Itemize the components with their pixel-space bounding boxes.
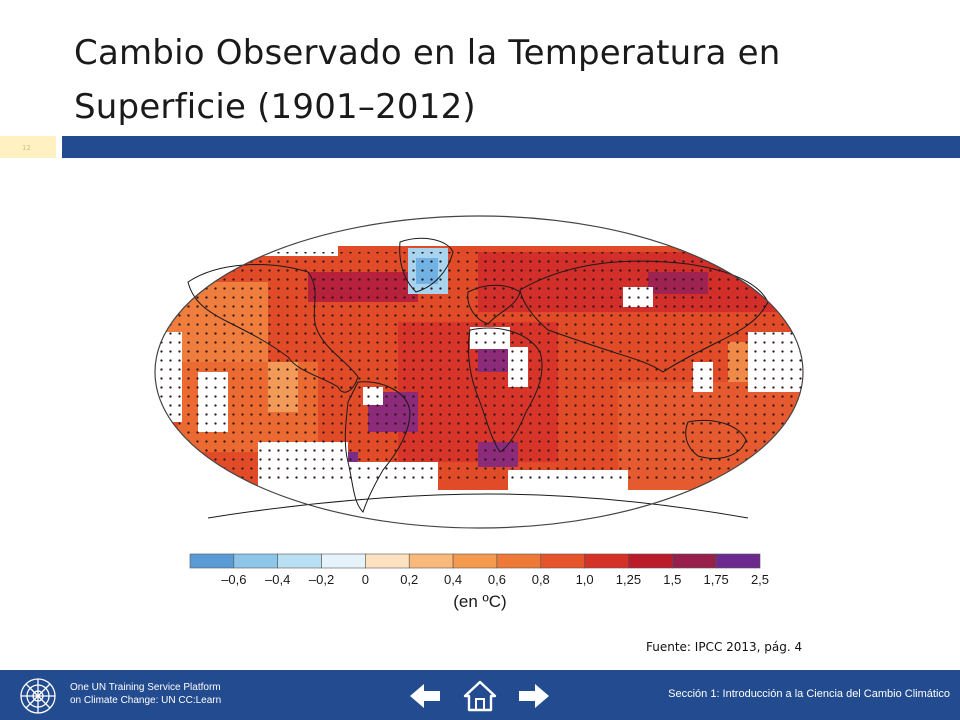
legend-color-cell — [452, 553, 498, 569]
legend-tick-label: 1,25 — [616, 572, 641, 587]
legend-tick-label: 1,5 — [663, 572, 681, 587]
source-citation: Fuente: IPCC 2013, pág. 4 — [646, 640, 803, 654]
title-bar-accent — [0, 136, 56, 158]
legend-tick-label: –0,4 — [265, 572, 290, 587]
legend-tick-label: 0 — [362, 572, 369, 587]
slide-title: Cambio Observado en la Temperatura en Su… — [74, 26, 894, 134]
legend-tick-label: 0,6 — [488, 572, 506, 587]
title-bar — [62, 136, 960, 158]
legend-color-cell — [189, 553, 235, 569]
legend-color-cell — [365, 553, 410, 569]
footer-bar: One UN Training Service Platform on Clim… — [0, 670, 960, 720]
legend-tick-label: 0,4 — [444, 572, 462, 587]
home-icon[interactable] — [463, 680, 497, 712]
arrow-left-icon[interactable] — [408, 680, 442, 712]
legend-color-cell — [628, 553, 673, 569]
legend-tick-label: 2,5 — [751, 572, 769, 587]
arrow-right-icon[interactable] — [517, 680, 551, 712]
footer-platform-text: One UN Training Service Platform on Clim… — [70, 681, 310, 707]
map-shading — [155, 216, 803, 528]
legend-color-cell — [277, 553, 322, 569]
legend-tick-label: –0,6 — [221, 572, 246, 587]
footer-platform-line-1: One UN Training Service Platform — [70, 682, 221, 693]
globe-outline — [154, 215, 804, 529]
legend-tick-label: –0,2 — [309, 572, 334, 587]
legend-tick-label: 1,75 — [703, 572, 728, 587]
temperature-color-legend: –0,6 –0,4 –0,2 0 0,2 0,4 0,6 0,8 1,0 1,25 1,5 1,75 2… — [189, 553, 769, 587]
slide-title-line-1: Cambio Observado en la Temperatura en — [74, 33, 781, 73]
footer-section-title: Sección 1: Introducción a la Ciencia del… — [668, 688, 950, 700]
legend-color-cell — [672, 553, 717, 569]
legend-unit-label: (en ºC) — [453, 592, 506, 611]
slide-number: 12 — [22, 144, 31, 152]
temperature-change-map-figure: –0,6 –0,4 –0,2 0 0,2 0,4 0,6 0,8 1,0 1,25 1,5 1,75 2… — [148, 212, 812, 614]
legend-color-cell — [233, 553, 278, 569]
legend-color-cell — [715, 553, 761, 569]
legend-tick-label: 0,8 — [532, 572, 550, 587]
legend-tick-label: 0,2 — [400, 572, 418, 587]
legend-color-cell — [540, 553, 585, 569]
temperature-map-svg: –0,6 –0,4 –0,2 0 0,2 0,4 0,6 0,8 1,0 1,25 1,5 1,75 2… — [154, 215, 804, 611]
legend-color-cell — [408, 553, 454, 569]
legend-color-cell — [321, 553, 366, 569]
legend-color-cell — [496, 553, 542, 569]
footer-platform-line-2: on Climate Change: UN CC:Learn — [70, 695, 222, 706]
slide-title-line-2: Superficie (1901–2012) — [74, 87, 476, 127]
legend-color-cell — [584, 553, 629, 569]
legend-tick-label: 1,0 — [576, 572, 594, 587]
coastlines — [187, 237, 769, 519]
un-emblem-icon — [20, 678, 56, 714]
